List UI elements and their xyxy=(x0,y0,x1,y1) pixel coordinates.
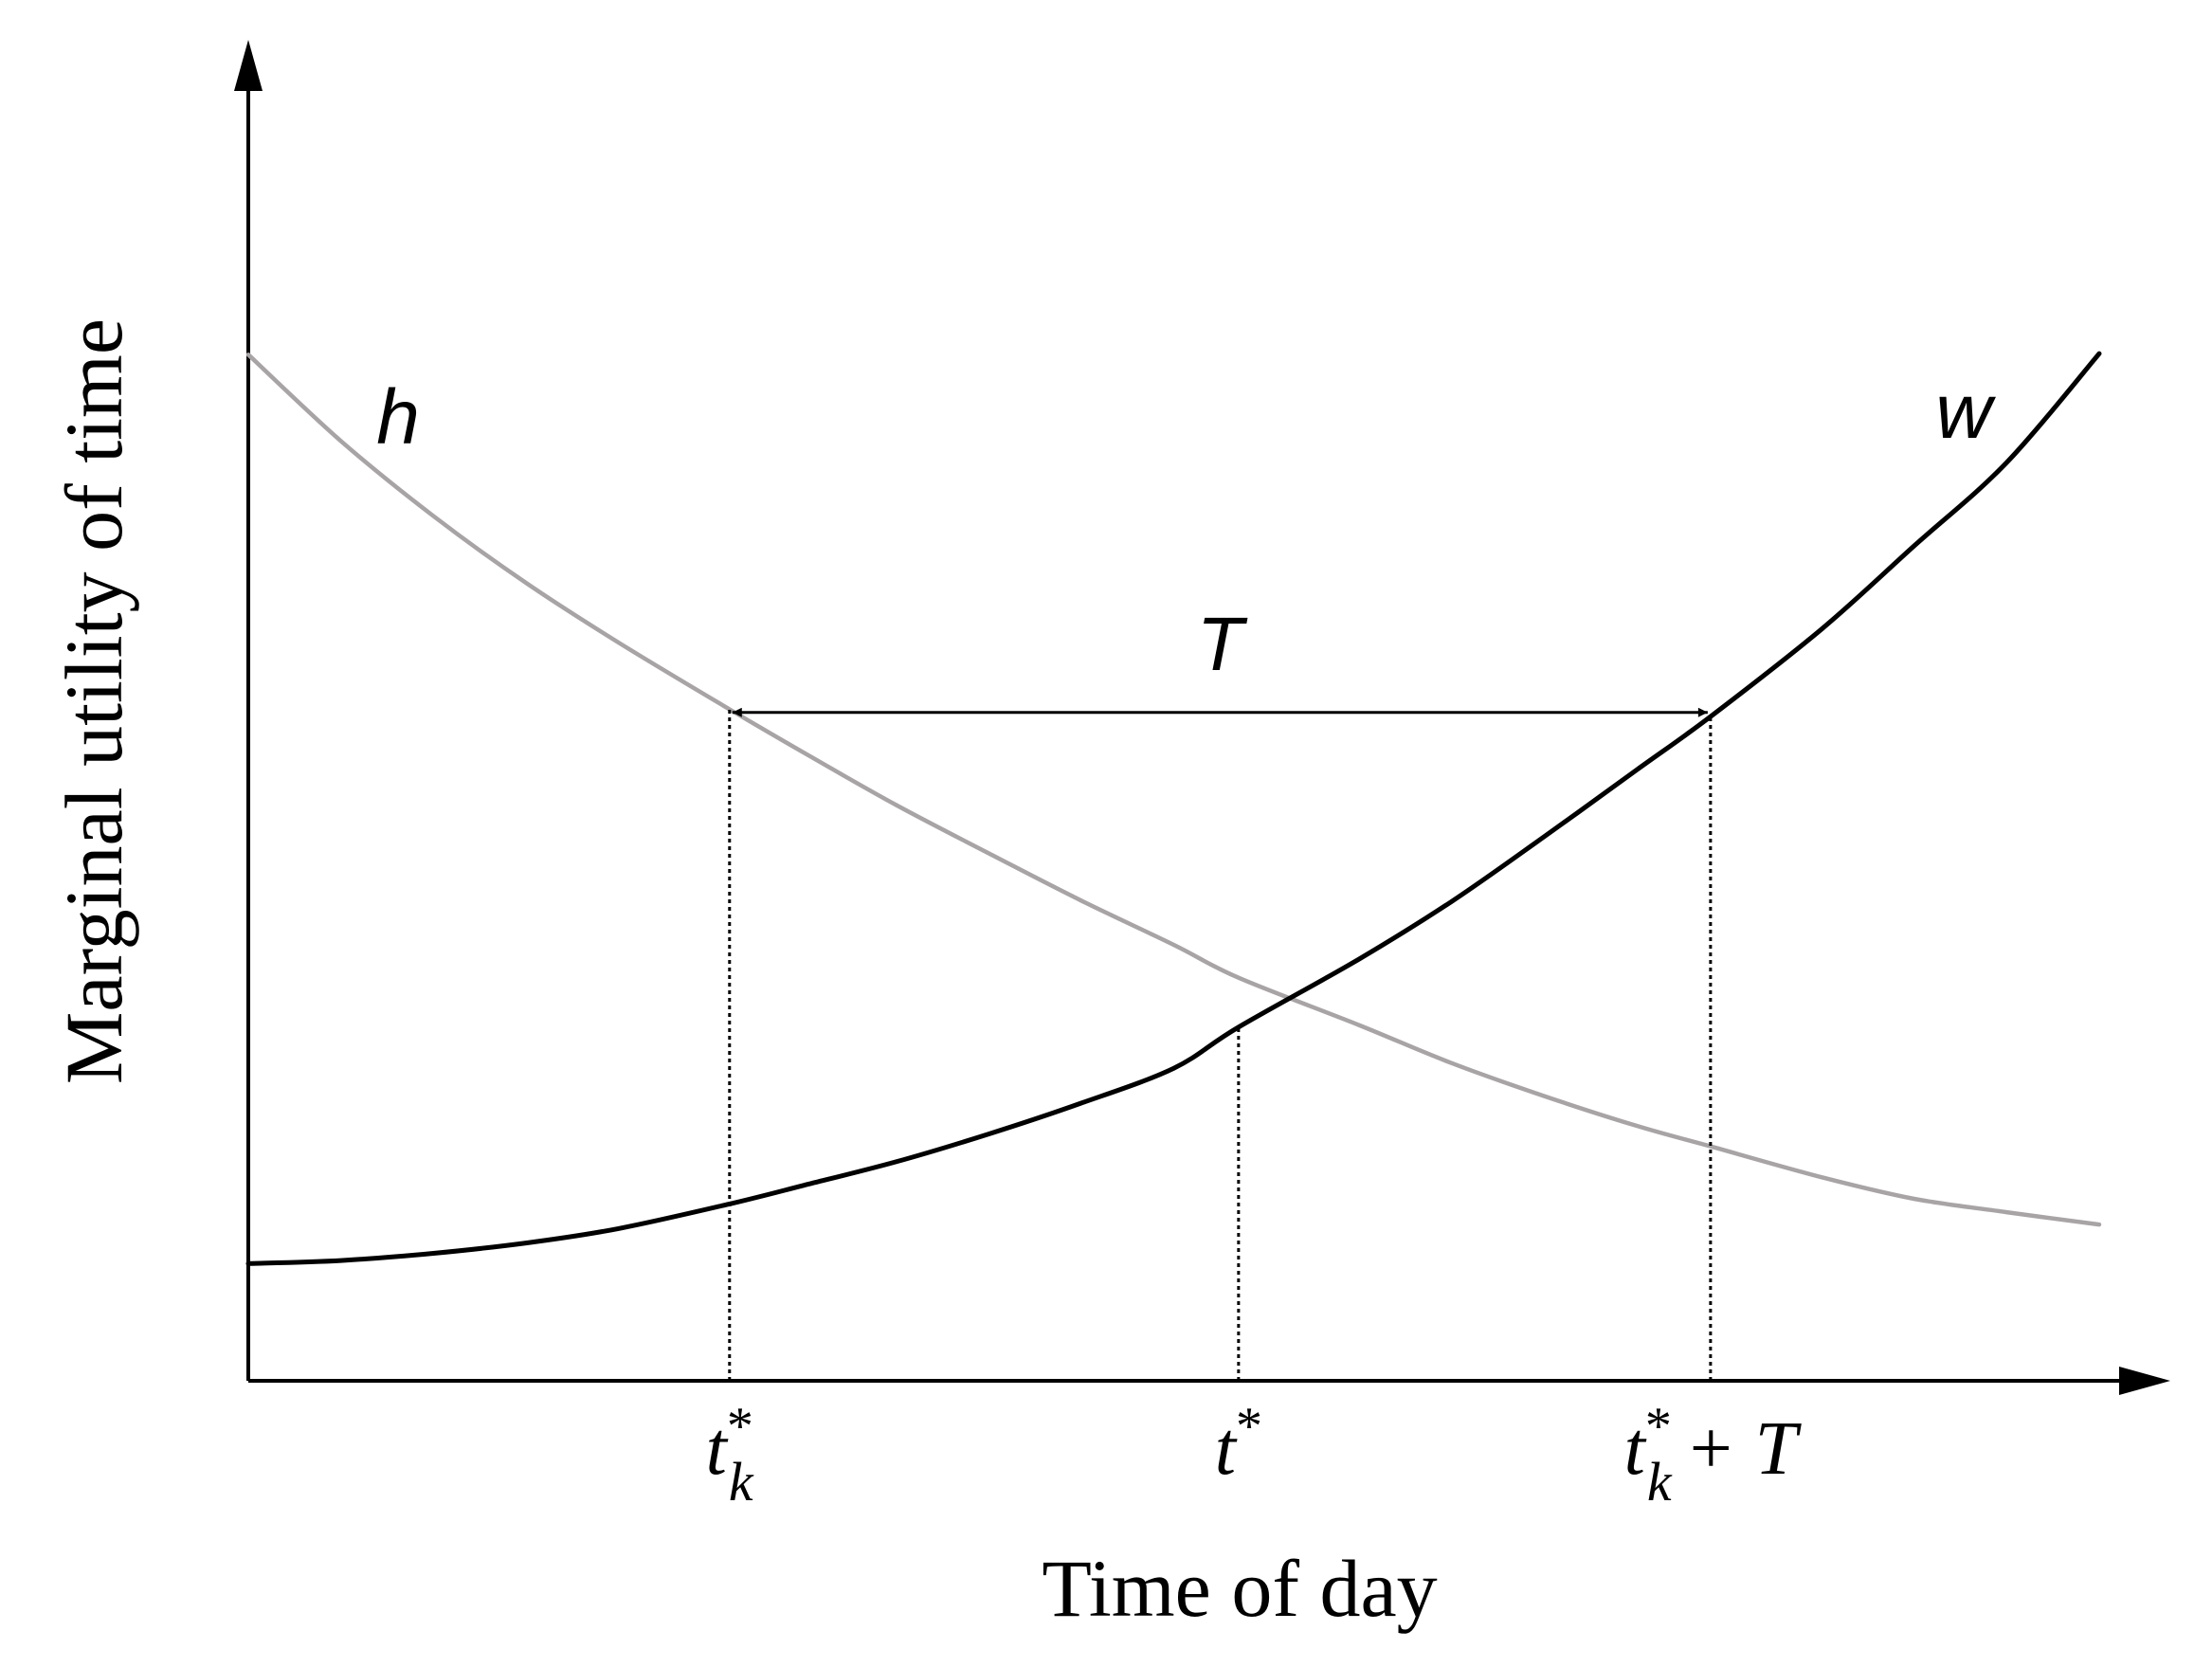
tick-label-layer: t* k t* t* k + T xyxy=(706,1397,1803,1513)
series-layer xyxy=(245,351,2102,1266)
series-label-h: h xyxy=(376,374,420,461)
tick-label-sub: k xyxy=(729,1451,754,1513)
series-label-w: w xyxy=(1935,369,1996,455)
x-axis-arrow xyxy=(2119,1367,2170,1395)
tick-label-sub: k xyxy=(1647,1451,1673,1513)
tick-label-base: t xyxy=(1215,1407,1238,1491)
series-line-h xyxy=(245,352,2102,1227)
interval-label: T xyxy=(1197,602,1248,686)
tick-label-0: t* k xyxy=(706,1397,754,1513)
axes xyxy=(234,40,2170,1395)
tick-label-sup: * xyxy=(1645,1397,1672,1456)
tick-label-sup: * xyxy=(727,1397,753,1456)
series-line-w xyxy=(245,351,2102,1266)
tick-label-base: t xyxy=(1624,1407,1647,1491)
tick-label-1: t* xyxy=(1215,1397,1262,1491)
tick-label-2: t* k + T xyxy=(1624,1397,1803,1513)
interval-layer: T xyxy=(732,602,1708,717)
tick-label-sup: * xyxy=(1236,1397,1262,1456)
marker-layer xyxy=(728,709,1713,1381)
x-axis-label: Time of day xyxy=(1042,1543,1437,1634)
y-axis-label: Marginal utility of time xyxy=(48,318,139,1084)
y-axis-arrow xyxy=(234,40,263,91)
tick-label-tail: + T xyxy=(1685,1407,1803,1491)
tick-label-base: t xyxy=(706,1407,729,1491)
